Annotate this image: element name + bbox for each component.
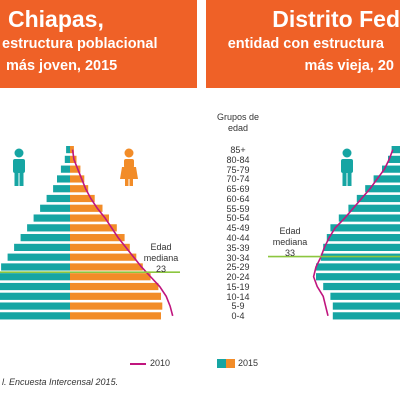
chiapas-title: Chiapas, <box>8 6 104 32</box>
chiapas-bar-women <box>70 253 137 261</box>
chiapas-bar-women <box>70 175 85 183</box>
chiapas-bar-women <box>70 273 151 281</box>
chiapas-bar-women <box>70 234 125 242</box>
chiapas-bar-men <box>40 204 70 212</box>
df-bar-men <box>382 165 400 173</box>
age-group-label: 20-24 <box>226 272 250 283</box>
chiapas-bar-men <box>0 282 71 291</box>
chiapas-bar-women <box>70 194 95 203</box>
legend-2010-line <box>130 363 146 365</box>
chiapas-pyramid <box>0 146 180 320</box>
df-bar-men <box>316 273 400 281</box>
chiapas-bar-women <box>70 312 161 320</box>
male-person-icon <box>341 148 353 186</box>
df-bar-men <box>332 312 400 320</box>
df-bar-men <box>388 155 400 163</box>
chiapas-bar-women <box>70 302 163 310</box>
chiapas-bar-men <box>0 273 70 281</box>
df-bar-men <box>356 194 400 203</box>
chiapas-bar-men <box>66 146 70 154</box>
df-bar-men <box>316 263 400 271</box>
legend-2015-women-swatch <box>226 359 235 368</box>
df-bar-men <box>323 243 400 251</box>
age-group-label: 80-84 <box>226 154 250 165</box>
age-group-label: 25-29 <box>226 262 250 273</box>
df-2010-line <box>312 149 394 317</box>
df-bar-men <box>330 292 400 300</box>
df-bar-men <box>373 175 400 183</box>
df-bar-men <box>326 234 400 242</box>
age-group-label: 45-49 <box>226 223 250 234</box>
chiapas-bar-women <box>70 263 143 271</box>
age-group-label: 30-34 <box>226 252 250 263</box>
age-group-label: 40-44 <box>226 233 250 244</box>
chiapas-bar-men <box>0 312 70 320</box>
df-bar-men <box>338 214 400 222</box>
df-bar-men <box>365 185 400 193</box>
source-note: l. Encuesta Intercensal 2015. <box>2 377 119 387</box>
age-groups-axis-title: Grupos de edad <box>216 112 260 133</box>
chiapas-median-age-label: Edad mediana 23 <box>143 242 179 274</box>
df-subtitle-line1: entidad con estructura <box>227 36 384 52</box>
chiapas-bar-men <box>64 155 70 163</box>
chiapas-bar-women <box>70 185 89 193</box>
age-group-label: 50-54 <box>226 213 250 224</box>
age-group-label: 35-39 <box>226 242 250 253</box>
df-pyramid <box>268 146 400 320</box>
age-group-label: 75-79 <box>226 164 250 175</box>
chiapas-bar-women <box>70 204 103 212</box>
chiapas-bar-men <box>33 214 70 222</box>
legend-2010-label: 2010 <box>150 358 171 368</box>
chiapas-bar-men <box>20 234 71 242</box>
panel-divider <box>199 0 203 360</box>
chiapas-bar-women <box>70 282 159 291</box>
chiapas-banner: Chiapas, estructura poblacional más jove… <box>0 0 197 88</box>
chiapas-bar-women <box>70 292 161 300</box>
chiapas-bar-women <box>70 214 109 222</box>
chiapas-bar-men <box>53 185 70 193</box>
age-group-label: 55-59 <box>226 203 250 214</box>
age-group-label: 60-64 <box>226 193 250 204</box>
chiapas-bar-men <box>57 175 70 183</box>
chiapas-bar-men <box>1 263 71 271</box>
age-group-label: 10-14 <box>226 291 250 302</box>
legend-2015-label: 2015 <box>238 358 259 368</box>
chiapas-bar-men <box>46 194 70 203</box>
df-subtitle-line2: más vieja, 20 <box>304 58 395 74</box>
male-person-icon <box>13 148 25 186</box>
chiapas-bar-men <box>7 253 71 261</box>
df-title: Distrito Fed <box>272 6 400 32</box>
df-banner: Distrito Fed entidad con estructura más … <box>206 0 400 88</box>
age-group-label: 5-9 <box>231 301 245 312</box>
df-bar-men <box>330 224 400 232</box>
chiapas-subtitle-line1: estructura poblacional <box>2 36 158 52</box>
chiapas-subtitle-line2: más joven, 2015 <box>6 58 118 74</box>
chiapas-bar-men <box>0 302 70 310</box>
age-group-label: 15-19 <box>226 281 250 292</box>
legend-2015-men-swatch <box>217 359 226 368</box>
age-group-label: 70-74 <box>226 174 250 185</box>
chiapas-bar-women <box>70 224 117 232</box>
chiapas-bar-men <box>14 243 71 251</box>
chiapas-bar-women <box>70 165 81 173</box>
chiapas-bar-men <box>60 165 70 173</box>
chiapas-2010-line <box>71 149 174 317</box>
age-group-label: 65-69 <box>226 184 250 195</box>
df-bar-men <box>348 204 400 212</box>
age-group-label: 0-4 <box>231 311 245 322</box>
chiapas-bar-women <box>70 243 130 251</box>
chiapas-bar-women <box>70 146 74 154</box>
df-bar-men <box>332 302 400 310</box>
chiapas-bar-men <box>27 224 71 232</box>
chiapas-bar-men <box>0 292 70 300</box>
df-bar-men <box>323 282 400 291</box>
female-person-icon <box>120 148 138 186</box>
df-bar-men <box>391 146 400 154</box>
df-median-age-label: Edad mediana 33 <box>272 226 308 258</box>
age-group-label: 85+ <box>230 145 246 155</box>
